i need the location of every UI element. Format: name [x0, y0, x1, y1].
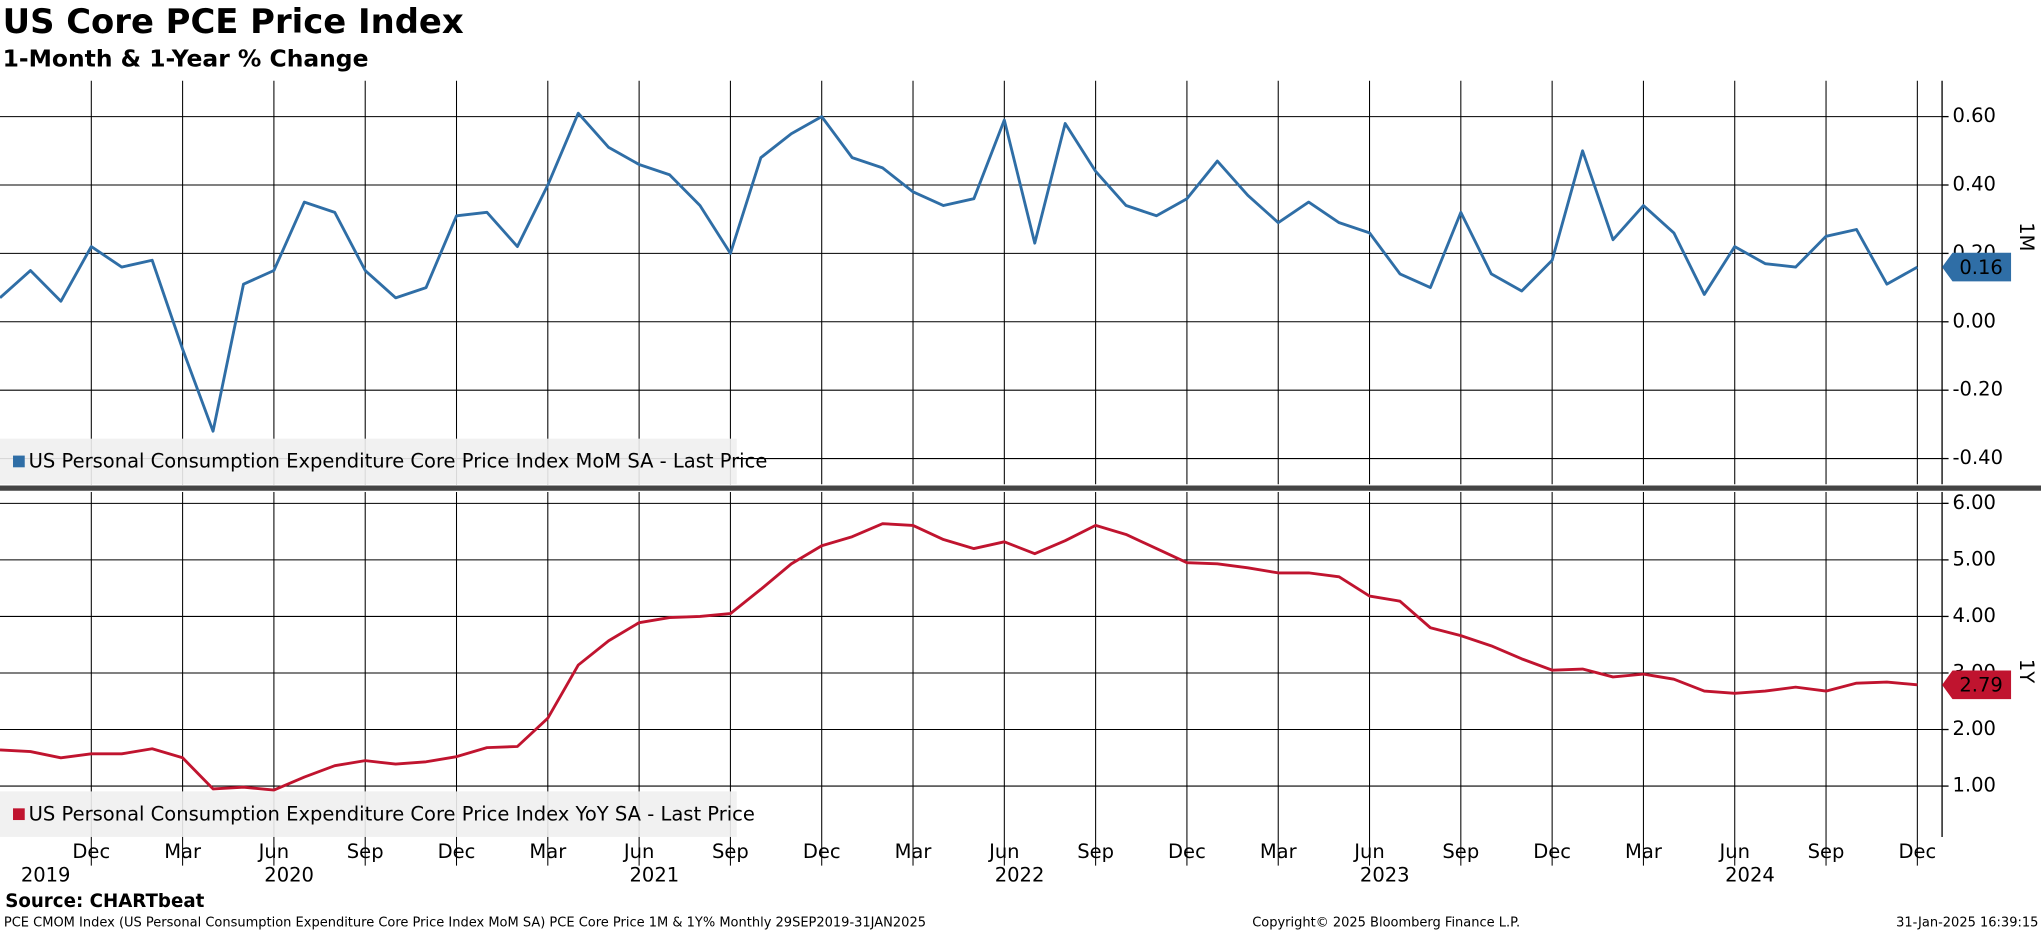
y-tick-label: -0.40: [1952, 446, 2002, 469]
x-tick-label: Mar: [529, 840, 567, 863]
y-tick-label: 2.00: [1952, 717, 1995, 740]
legend-box: [0, 438, 737, 485]
x-tick-label: Jun: [987, 840, 1020, 863]
series-line: [0, 111, 1919, 433]
x-tick-label: Jun: [257, 840, 290, 863]
legend-swatch: [13, 808, 25, 821]
x-tick-label: Jun: [1717, 840, 1750, 863]
chart-title: US Core PCE Price Index: [3, 2, 464, 41]
x-group-label: 2020: [264, 864, 314, 887]
x-tick-label: Mar: [1625, 840, 1663, 863]
x-group-label: 2024: [1725, 864, 1775, 887]
x-tick-label: Dec: [803, 840, 841, 863]
y-tick-label: 4.00: [1952, 604, 1995, 627]
source: Source: CHARTbeat: [5, 891, 204, 912]
x-tick-label: Jun: [1352, 840, 1385, 863]
x-tick-label: Jun: [622, 840, 654, 863]
legend-label: US Personal Consumption Expenditure Core…: [29, 802, 755, 825]
y-tick-label: -0.20: [1952, 378, 2002, 401]
last-value-label: 2.79: [1959, 674, 2002, 697]
x-tick-label: Mar: [164, 840, 202, 863]
timestamp: 31-Jan-2025 16:39:15: [1896, 915, 2038, 930]
x-tick-label: Dec: [72, 840, 110, 863]
last-value-tag: [1942, 252, 2012, 282]
y-tick-label: 1.00: [1952, 774, 1995, 797]
x-tick-label: Sep: [712, 840, 749, 863]
x-tick-label: Dec: [1898, 840, 1936, 863]
x-tick-label: Mar: [895, 840, 933, 863]
x-tick-label: Sep: [1077, 840, 1114, 863]
x-tick-label: Sep: [347, 840, 384, 863]
x-group-label: 2019: [21, 864, 71, 887]
series-line: [0, 522, 1918, 792]
last-value-label: 0.16: [1959, 256, 2002, 279]
last-value-tag: [1942, 670, 2012, 700]
y-tick-label: 0.40: [1952, 173, 1995, 196]
x-group-label: 2023: [1360, 864, 1410, 887]
x-tick-label: Dec: [438, 840, 476, 863]
x-tick-label: Mar: [1260, 840, 1298, 863]
legend-label: US Personal Consumption Expenditure Core…: [29, 450, 768, 473]
axis-label: 1M: [2015, 222, 2038, 251]
axis-label: 1Y: [2015, 659, 2038, 683]
legend-swatch: [13, 455, 25, 468]
y-tick-label: 0.00: [1952, 309, 1995, 332]
x-tick-label: Dec: [1533, 840, 1571, 863]
y-tick-label: 0.60: [1952, 104, 1995, 127]
copyright: Copyright© 2025 Bloomberg Finance L.P.: [1252, 915, 1520, 930]
x-tick-label: Dec: [1168, 840, 1206, 863]
x-group-label: 2022: [995, 864, 1045, 887]
x-tick-label: Sep: [1808, 840, 1845, 863]
y-tick-label: 5.00: [1952, 547, 1995, 570]
legend-box: [0, 791, 737, 837]
y-tick-label: 6.00: [1952, 491, 1995, 514]
x-group-label: 2021: [629, 864, 679, 887]
footer-note: PCE CMOM Index (US Personal Consumption …: [4, 915, 926, 930]
chart-subtitle: 1-Month & 1-Year % Change: [3, 44, 369, 72]
x-tick-label: Sep: [1442, 840, 1479, 863]
